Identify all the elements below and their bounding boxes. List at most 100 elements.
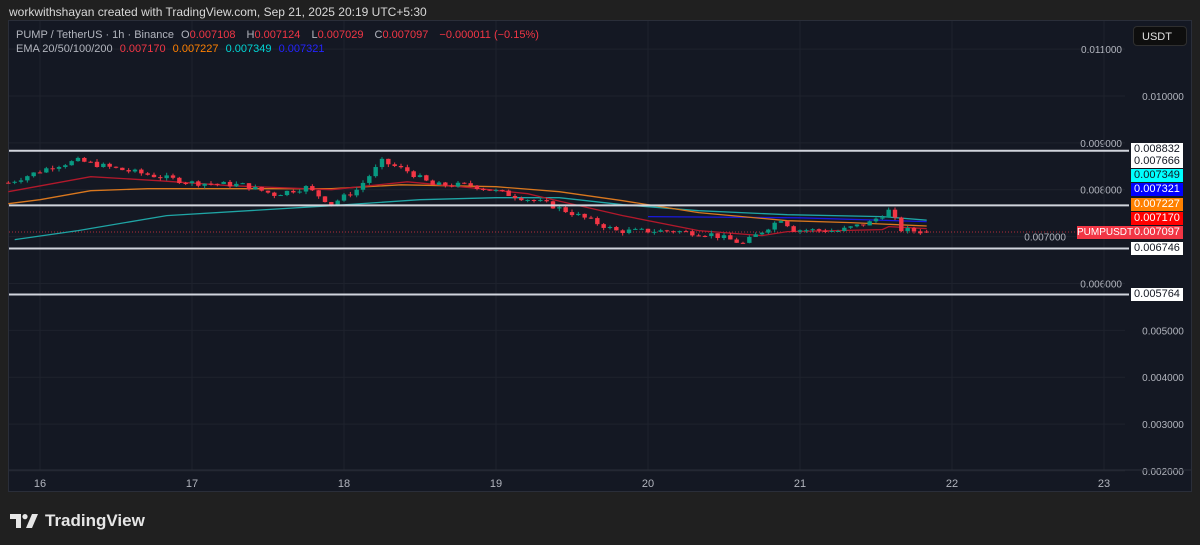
- candle-body: [246, 183, 252, 190]
- time-axis-tick: 22: [946, 478, 958, 490]
- price-axis-tick: 0.009000: [1080, 139, 1122, 150]
- candle-body: [747, 236, 752, 243]
- chart-frame: [8, 20, 1192, 492]
- candle-body: [151, 174, 157, 178]
- price-axis-label: 0.007666: [1131, 154, 1183, 168]
- candle-body: [626, 229, 632, 233]
- candle-body: [63, 165, 68, 168]
- candle-body: [398, 165, 404, 168]
- candle-body: [709, 233, 714, 237]
- candle-body: [120, 167, 125, 171]
- candle-body: [443, 182, 448, 186]
- candle-body: [671, 231, 676, 233]
- candle-body: [221, 181, 226, 185]
- candle-body: [664, 230, 670, 232]
- candle-body: [766, 229, 771, 233]
- candle-body: [265, 190, 271, 193]
- candle-body: [886, 209, 891, 218]
- candle-body: [386, 158, 391, 165]
- candle-body: [170, 175, 176, 178]
- price-axis-tick: 0.003000: [1142, 420, 1184, 431]
- candle-body: [348, 194, 353, 196]
- candle-body: [633, 228, 638, 230]
- price-axis-tick: 0.010000: [1142, 92, 1184, 103]
- ema20-value: 0.007170: [119, 43, 166, 55]
- candle-body: [196, 181, 201, 186]
- low-label: L: [311, 29, 318, 41]
- candle-body: [88, 161, 93, 163]
- price-axis-label: 0.008832: [1131, 142, 1183, 156]
- candle-body: [31, 172, 36, 177]
- candle-body: [113, 166, 119, 168]
- candle-body: [582, 213, 587, 218]
- candle-body: [253, 186, 258, 190]
- candle-body: [310, 186, 315, 191]
- candle-body: [430, 180, 435, 185]
- candle-body: [25, 176, 30, 181]
- tradingview-logo[interactable]: TradingView: [10, 511, 145, 531]
- price-axis-label: 0.007321: [1131, 182, 1183, 196]
- candle-body: [519, 198, 524, 201]
- candle-body: [772, 222, 777, 230]
- symbol-info[interactable]: PUMP / TetherUS · 1h · Binance: [16, 29, 174, 41]
- change-value: −0.000011 (−0.15%): [439, 29, 539, 41]
- candle-body: [240, 183, 245, 185]
- candle-body: [899, 217, 904, 232]
- candle-body: [69, 161, 74, 166]
- candle-body: [107, 163, 112, 167]
- high-value: 0.007124: [254, 29, 301, 41]
- tradingview-logo-text: TradingView: [45, 511, 145, 530]
- ema200-value: 0.007321: [278, 43, 325, 55]
- candle-body: [538, 200, 543, 202]
- candle-body: [804, 230, 809, 232]
- candle-body: [740, 242, 746, 244]
- ema200-line: [647, 215, 927, 223]
- candle-body: [284, 190, 290, 196]
- candle-body: [44, 168, 49, 173]
- candle-body: [208, 183, 214, 185]
- candle-body: [569, 212, 575, 216]
- candle-body: [607, 227, 613, 229]
- price-axis-label: 0.007170: [1131, 211, 1183, 225]
- candle-body: [234, 183, 239, 187]
- candle-body: [259, 186, 264, 191]
- candle-body: [126, 170, 131, 172]
- candle-body: [132, 169, 138, 172]
- currency-button[interactable]: USDT: [1133, 26, 1187, 46]
- price-axis-tick: 0.008000: [1080, 186, 1122, 197]
- candle-body: [177, 177, 182, 184]
- candle-body: [880, 217, 885, 219]
- candle-body: [791, 226, 796, 232]
- candle-body: [810, 229, 815, 231]
- candle-body: [335, 200, 340, 205]
- candle-body: [462, 182, 467, 184]
- candle-body: [6, 182, 11, 184]
- candle-body: [595, 218, 600, 225]
- candle-body: [373, 167, 378, 177]
- symbol-price-tag: PUMPUSDT: [1077, 226, 1134, 239]
- candle-body: [823, 230, 828, 232]
- candle-body: [557, 207, 562, 209]
- ohlc-legend: PUMP / TetherUS · 1h · Binance O0.007108…: [16, 29, 543, 41]
- candle-body: [854, 224, 860, 227]
- candle-body: [620, 230, 625, 233]
- candle-body: [544, 200, 549, 202]
- candle-body: [892, 209, 898, 218]
- candle-body: [658, 230, 663, 232]
- candle-body: [367, 176, 372, 183]
- candle-body: [867, 221, 872, 226]
- candle-body: [354, 189, 359, 196]
- ema100-line: [14, 197, 927, 241]
- candle-body: [652, 231, 657, 233]
- close-value: 0.007097: [382, 29, 429, 41]
- time-axis-tick: 16: [34, 478, 46, 490]
- candle-body: [18, 180, 24, 182]
- candle-body: [778, 221, 784, 223]
- candle-body: [481, 188, 486, 190]
- candle-body: [911, 227, 917, 232]
- candle-body: [696, 235, 701, 237]
- ema-label[interactable]: EMA 20/50/100/200: [16, 43, 113, 55]
- candle-body: [861, 224, 866, 226]
- candle-body: [721, 235, 727, 238]
